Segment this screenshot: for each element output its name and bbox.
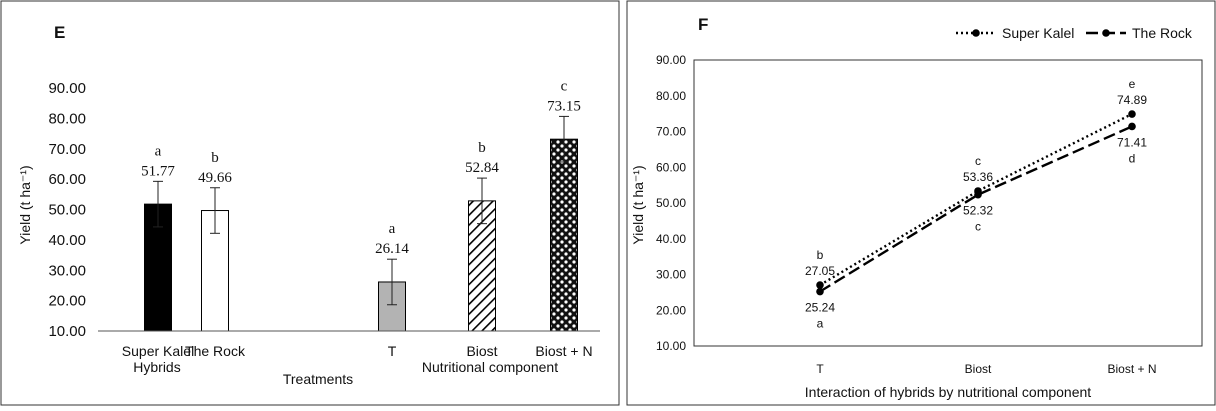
y-tick-label: 10.00 [656, 339, 686, 353]
bar-significance-letter: a [389, 221, 396, 237]
y-tick-label: 30.00 [48, 262, 86, 279]
point-significance-letter: d [1129, 151, 1136, 165]
chart-f-y-axis-label: Yield (t ha⁻¹) [630, 165, 646, 244]
y-tick-label: 20.00 [48, 293, 86, 310]
chart-f-plot-area [693, 59, 1203, 347]
y-tick-label: 10.00 [48, 323, 86, 340]
panel-label-f: F [698, 15, 708, 34]
chart-f-svg: F Super Kalel The Rock 10.00 20.00 30.00 40.… [626, 0, 1216, 406]
point-value-label: 53.36 [963, 170, 993, 184]
bar-significance-letter: b [478, 140, 486, 156]
bar-value-label: 73.15 [547, 98, 581, 114]
point-value-label: 25.24 [805, 301, 835, 315]
bar-value-label: 51.77 [141, 163, 175, 179]
chart-e-group-label-hybrids: Hybrids [133, 359, 180, 375]
bar-significance-letter: c [561, 78, 568, 94]
chart-f-x-axis-label: Interaction of hybrids by nutritional co… [805, 384, 1091, 400]
chart-e-middle-label: Treatments [283, 371, 353, 387]
data-point [974, 190, 982, 199]
y-tick-label: 70.00 [48, 141, 86, 158]
data-point [816, 281, 824, 289]
point-significance-letter: c [975, 220, 981, 234]
y-tick-label: 80.00 [48, 110, 86, 127]
x-tick-label: Biost [466, 343, 497, 359]
y-tick-label: 50.00 [656, 196, 686, 210]
point-value-label: 71.41 [1117, 135, 1147, 149]
chart-e: E 10.00 20.00 30.00 40.00 50.00 60.00 70.00 80.… [0, 0, 620, 406]
point-value-label: 52.32 [963, 204, 993, 218]
x-tick-label: Biost + N [1107, 362, 1156, 376]
data-point [1128, 110, 1136, 118]
legend-label: The Rock [1132, 25, 1193, 41]
point-significance-letter: a [817, 317, 824, 331]
chart-f-legend: Super Kalel The Rock [956, 25, 1193, 41]
point-significance-letter: c [975, 154, 981, 168]
chart-e-frame [0, 0, 620, 406]
data-point [816, 287, 824, 296]
chart-e-svg: E 10.00 20.00 30.00 40.00 50.00 60.00 70.00 80.… [0, 0, 620, 406]
y-tick-label: 30.00 [656, 268, 686, 282]
data-point [1128, 122, 1136, 131]
y-tick-label: 80.00 [656, 89, 686, 103]
point-significance-letter: e [1129, 77, 1136, 91]
chart-f-frame [626, 0, 1216, 406]
x-tick-label: The Rock [185, 343, 246, 359]
bar [550, 138, 578, 332]
x-tick-label: Biost [965, 362, 992, 376]
x-tick-label: Biost + N [535, 343, 592, 359]
x-tick-label: T [388, 343, 397, 359]
series-line [819, 112, 1133, 287]
bar-value-label: 49.66 [198, 170, 232, 186]
legend-label: Super Kalel [1002, 25, 1074, 41]
chart-f: F Super Kalel The Rock 10.00 20.00 30.00 40.… [626, 0, 1216, 406]
point-value-label: 74.89 [1117, 93, 1147, 107]
bar-value-label: 52.84 [465, 160, 499, 176]
y-tick-label: 90.00 [656, 53, 686, 67]
panel-label-e: E [54, 23, 65, 42]
y-tick-label: 90.00 [48, 80, 86, 97]
bar-significance-letter: a [155, 143, 162, 159]
y-tick-label: 60.00 [48, 171, 86, 188]
y-tick-label: 40.00 [656, 232, 686, 246]
y-tick-label: 60.00 [656, 160, 686, 174]
legend-swatch-marker [1102, 29, 1110, 37]
y-tick-label: 70.00 [656, 125, 686, 139]
y-tick-label: 20.00 [656, 303, 686, 317]
bar-value-label: 26.14 [375, 241, 409, 257]
x-tick-label: Super Kalel [122, 343, 194, 359]
chart-e-group-label-nutritional: Nutritional component [422, 359, 558, 375]
y-tick-label: 50.00 [48, 202, 86, 219]
chart-e-y-axis-label: Yield (t ha⁻¹) [17, 165, 33, 244]
x-tick-label: T [816, 362, 824, 376]
y-tick-label: 40.00 [48, 232, 86, 249]
series-line [819, 125, 1133, 293]
legend-swatch-marker [972, 29, 980, 37]
point-value-label: 27.05 [805, 264, 835, 278]
bar-significance-letter: b [211, 150, 219, 166]
point-significance-letter: b [817, 248, 824, 262]
